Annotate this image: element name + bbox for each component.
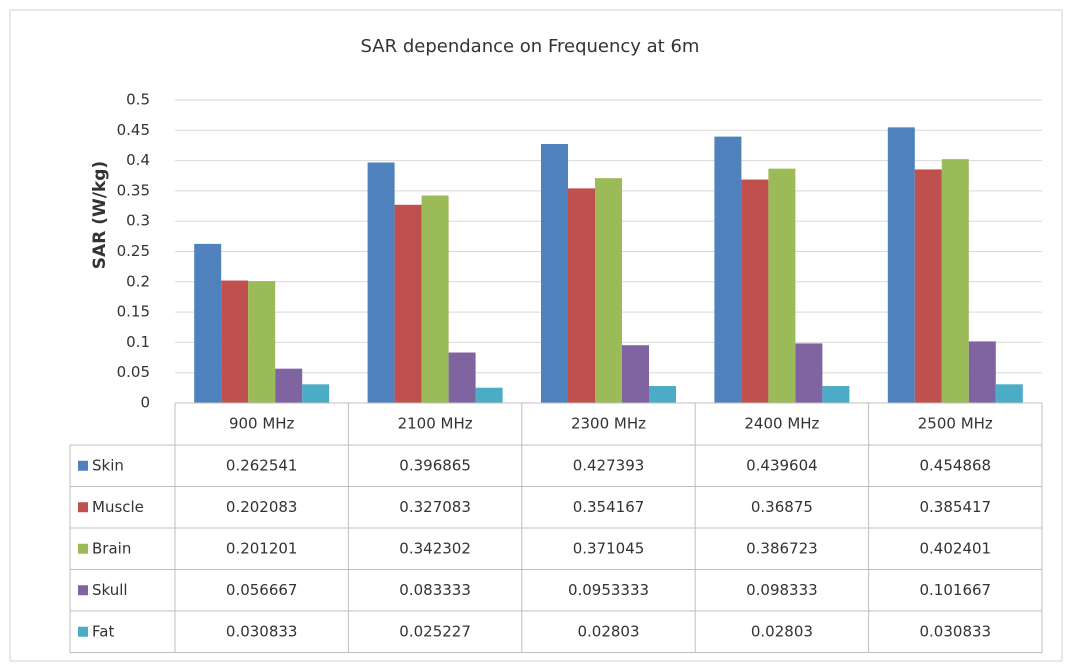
table-cell: 0.342302 xyxy=(399,539,471,557)
table-cell: 0.083333 xyxy=(399,581,471,599)
bar xyxy=(622,345,649,403)
y-axis-label: SAR (W/kg) xyxy=(90,161,110,269)
bar xyxy=(941,159,969,403)
table-cell: 0.098333 xyxy=(746,581,818,599)
table-cell: 0.02803 xyxy=(751,622,813,640)
x-tick-label: 2400 MHz xyxy=(744,415,819,433)
table-cell: 0.025227 xyxy=(399,622,471,640)
bar xyxy=(741,179,769,403)
table-cell: 0.262541 xyxy=(226,456,298,474)
legend-label: Skull xyxy=(92,581,128,599)
bar xyxy=(595,178,622,403)
table-cell: 0.201201 xyxy=(226,539,298,557)
legend-key xyxy=(78,543,88,554)
bar xyxy=(768,168,796,403)
bar xyxy=(995,384,1023,403)
bar xyxy=(649,386,676,403)
legend-key xyxy=(78,585,88,596)
y-tick-label: 0.5 xyxy=(126,91,150,109)
y-tick-label: 0.25 xyxy=(117,242,150,260)
y-tick-label: 0.3 xyxy=(126,212,150,230)
legend-key xyxy=(78,460,88,471)
y-tick-label: 0.35 xyxy=(117,181,150,199)
y-tick-label: 0.2 xyxy=(126,272,150,290)
bar xyxy=(568,188,595,403)
table-cell: 0.0953333 xyxy=(568,581,649,599)
bar xyxy=(914,169,942,403)
chart-title: SAR dependance on Frequency at 6m xyxy=(361,36,700,57)
x-tick-label: 900 MHz xyxy=(229,415,295,433)
x-tick-label: 2100 MHz xyxy=(398,415,473,433)
bar xyxy=(795,343,823,403)
table-cell: 0.030833 xyxy=(226,622,298,640)
bar xyxy=(275,368,303,403)
y-tick-label: 0.15 xyxy=(117,303,150,321)
legend-label: Brain xyxy=(92,539,131,557)
bar xyxy=(822,386,850,403)
bar xyxy=(221,280,249,403)
bar xyxy=(714,136,742,403)
bar xyxy=(302,384,330,403)
legend-label: Skin xyxy=(92,456,124,474)
table-cell: 0.454868 xyxy=(920,456,992,474)
table-cell: 0.385417 xyxy=(920,498,992,516)
bar xyxy=(394,204,422,403)
table-cell: 0.056667 xyxy=(226,581,298,599)
x-tick-label: 2300 MHz xyxy=(571,415,646,433)
chart-border xyxy=(9,9,1063,662)
y-tick-label: 0.4 xyxy=(126,151,150,169)
table-cell: 0.354167 xyxy=(573,498,645,516)
legend-label: Muscle xyxy=(92,498,144,516)
table-cell: 0.371045 xyxy=(573,539,645,557)
bar xyxy=(194,243,222,403)
bar xyxy=(968,341,996,403)
y-tick-label: 0.1 xyxy=(126,333,150,351)
table-cell: 0.030833 xyxy=(920,622,992,640)
bar xyxy=(367,162,395,403)
table-cell: 0.101667 xyxy=(920,581,992,599)
table-cell: 0.402401 xyxy=(920,539,992,557)
x-tick-label: 2500 MHz xyxy=(918,415,993,433)
y-tick-label: 0 xyxy=(140,394,150,412)
legend-label: Fat xyxy=(92,622,114,640)
y-tick-label: 0.05 xyxy=(117,363,150,381)
bar xyxy=(248,281,276,403)
legend-key xyxy=(78,502,88,513)
table-cell: 0.427393 xyxy=(573,456,645,474)
bar xyxy=(475,387,503,403)
bar xyxy=(421,195,449,403)
table-cell: 0.02803 xyxy=(577,622,639,640)
table-cell: 0.202083 xyxy=(226,498,298,516)
table-cell: 0.36875 xyxy=(751,498,813,516)
table-cell: 0.439604 xyxy=(746,456,818,474)
bar xyxy=(887,127,915,404)
y-tick-label: 0.45 xyxy=(117,121,150,139)
legend-key xyxy=(78,626,88,637)
table-cell: 0.327083 xyxy=(399,498,471,516)
table-cell: 0.386723 xyxy=(746,539,818,557)
bar xyxy=(448,352,476,403)
table-cell: 0.396865 xyxy=(399,456,471,474)
bar xyxy=(541,143,568,403)
